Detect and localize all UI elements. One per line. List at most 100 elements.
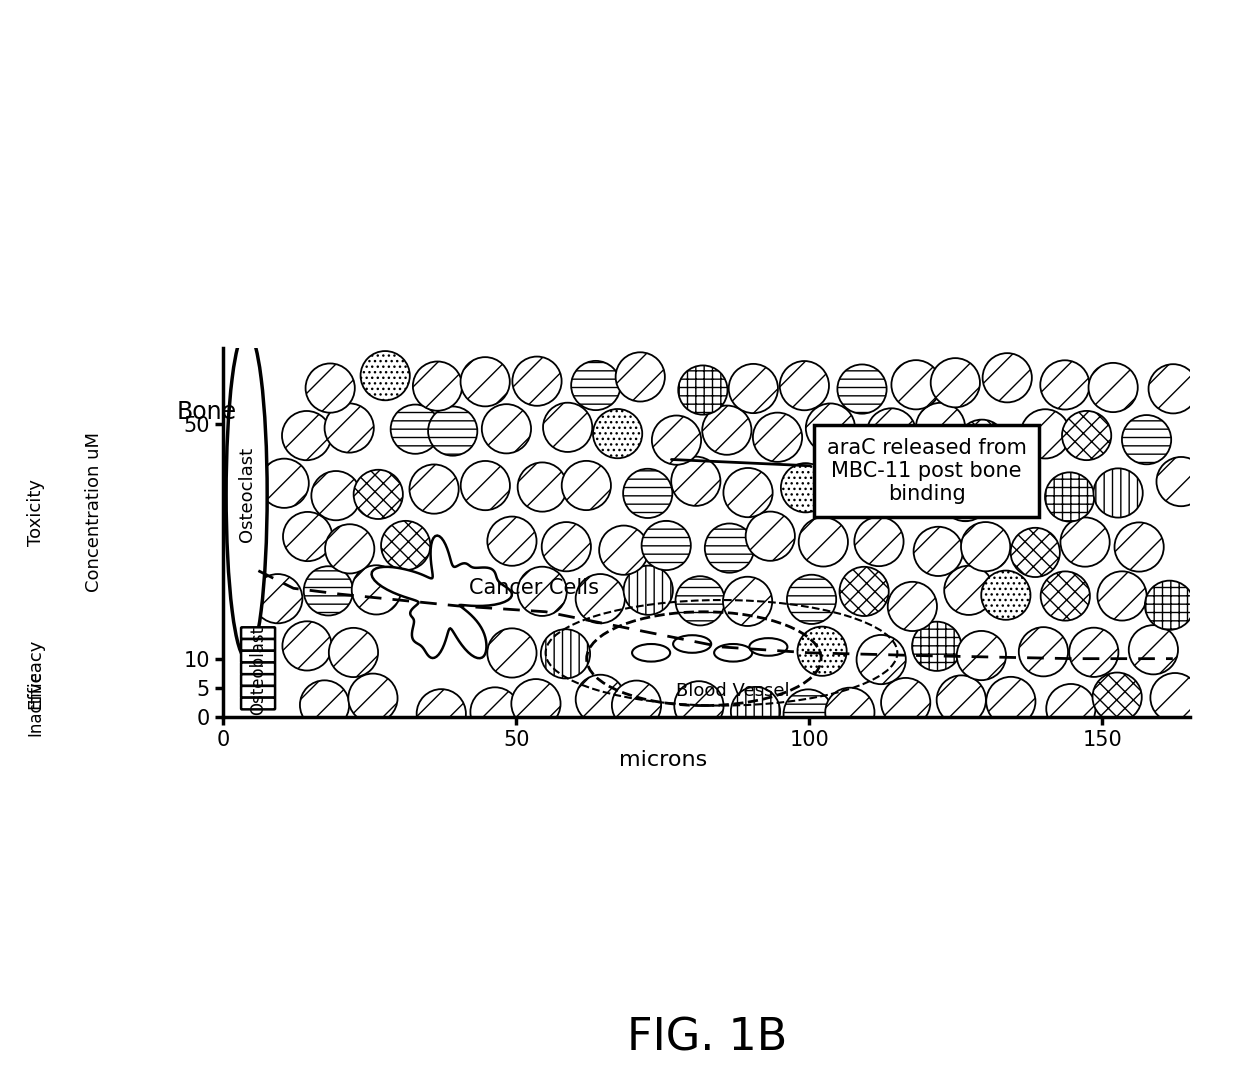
Circle shape bbox=[325, 524, 374, 574]
Circle shape bbox=[482, 404, 531, 453]
Circle shape bbox=[413, 362, 463, 411]
Circle shape bbox=[517, 566, 567, 616]
Circle shape bbox=[982, 353, 1032, 402]
Circle shape bbox=[1092, 673, 1142, 722]
Text: Osteoclast: Osteoclast bbox=[238, 447, 255, 542]
Circle shape bbox=[428, 407, 477, 455]
Circle shape bbox=[300, 680, 350, 729]
Circle shape bbox=[1011, 528, 1060, 577]
Circle shape bbox=[1157, 457, 1205, 507]
Circle shape bbox=[624, 565, 673, 615]
Circle shape bbox=[461, 461, 510, 510]
Circle shape bbox=[325, 403, 373, 452]
Circle shape bbox=[1040, 360, 1090, 410]
Circle shape bbox=[562, 461, 611, 510]
Circle shape bbox=[729, 364, 777, 413]
Circle shape bbox=[611, 680, 661, 729]
Circle shape bbox=[1019, 627, 1068, 676]
Circle shape bbox=[882, 678, 930, 727]
Circle shape bbox=[702, 405, 751, 454]
Circle shape bbox=[806, 403, 856, 452]
FancyBboxPatch shape bbox=[241, 639, 275, 651]
Circle shape bbox=[381, 521, 430, 570]
Circle shape bbox=[730, 687, 780, 736]
Circle shape bbox=[784, 689, 833, 738]
Circle shape bbox=[1094, 468, 1143, 517]
Circle shape bbox=[671, 457, 720, 505]
Circle shape bbox=[259, 459, 309, 508]
Circle shape bbox=[543, 402, 593, 452]
Circle shape bbox=[704, 524, 754, 573]
Circle shape bbox=[1021, 409, 1070, 459]
Circle shape bbox=[1128, 625, 1178, 674]
Circle shape bbox=[615, 352, 665, 401]
Circle shape bbox=[1040, 572, 1090, 621]
Circle shape bbox=[799, 517, 848, 566]
Text: Efficacy: Efficacy bbox=[26, 638, 45, 709]
Circle shape bbox=[936, 675, 986, 725]
Circle shape bbox=[957, 630, 1006, 680]
Text: Cancer Cells: Cancer Cells bbox=[469, 578, 599, 598]
Circle shape bbox=[1061, 411, 1111, 460]
Circle shape bbox=[487, 628, 537, 677]
Circle shape bbox=[678, 365, 728, 414]
Circle shape bbox=[914, 527, 962, 576]
Circle shape bbox=[1151, 673, 1199, 722]
Circle shape bbox=[1122, 415, 1172, 464]
Text: microns: microns bbox=[619, 750, 707, 770]
Circle shape bbox=[781, 463, 830, 512]
Circle shape bbox=[837, 364, 887, 414]
Circle shape bbox=[409, 464, 459, 514]
FancyBboxPatch shape bbox=[241, 698, 275, 710]
Text: Concentration uM: Concentration uM bbox=[86, 433, 103, 592]
Circle shape bbox=[624, 468, 672, 518]
Circle shape bbox=[889, 458, 939, 507]
Circle shape bbox=[575, 675, 625, 724]
Circle shape bbox=[723, 468, 773, 517]
Circle shape bbox=[957, 420, 1007, 468]
Circle shape bbox=[1060, 517, 1110, 566]
Circle shape bbox=[599, 525, 649, 575]
Circle shape bbox=[652, 415, 701, 465]
Circle shape bbox=[511, 679, 560, 728]
Circle shape bbox=[823, 464, 872, 513]
Circle shape bbox=[542, 522, 591, 572]
Circle shape bbox=[857, 635, 905, 684]
Ellipse shape bbox=[673, 635, 712, 653]
Circle shape bbox=[1069, 627, 1118, 677]
Circle shape bbox=[981, 571, 1030, 620]
Circle shape bbox=[1145, 580, 1194, 629]
Circle shape bbox=[304, 566, 353, 615]
Circle shape bbox=[944, 565, 993, 615]
Text: Blood Vessel: Blood Vessel bbox=[676, 682, 790, 700]
Circle shape bbox=[867, 409, 916, 458]
Circle shape bbox=[361, 351, 409, 400]
Circle shape bbox=[745, 512, 795, 561]
FancyBboxPatch shape bbox=[241, 662, 275, 674]
FancyBboxPatch shape bbox=[241, 686, 275, 698]
Circle shape bbox=[1045, 473, 1094, 522]
Circle shape bbox=[417, 689, 466, 738]
Circle shape bbox=[675, 682, 724, 730]
Circle shape bbox=[1148, 364, 1198, 413]
Circle shape bbox=[787, 575, 836, 624]
Circle shape bbox=[283, 622, 331, 671]
Circle shape bbox=[329, 628, 378, 677]
Circle shape bbox=[986, 677, 1035, 726]
Circle shape bbox=[753, 413, 802, 462]
Circle shape bbox=[1047, 684, 1095, 734]
Circle shape bbox=[460, 358, 510, 407]
Circle shape bbox=[854, 517, 904, 566]
Circle shape bbox=[487, 516, 537, 566]
Circle shape bbox=[916, 403, 965, 452]
Circle shape bbox=[281, 411, 331, 460]
Circle shape bbox=[676, 576, 724, 625]
Circle shape bbox=[1097, 572, 1147, 621]
Circle shape bbox=[470, 687, 520, 737]
Circle shape bbox=[826, 688, 874, 737]
Circle shape bbox=[593, 409, 642, 459]
Polygon shape bbox=[372, 536, 512, 659]
Circle shape bbox=[941, 472, 990, 521]
Circle shape bbox=[352, 565, 401, 614]
Circle shape bbox=[839, 566, 889, 616]
